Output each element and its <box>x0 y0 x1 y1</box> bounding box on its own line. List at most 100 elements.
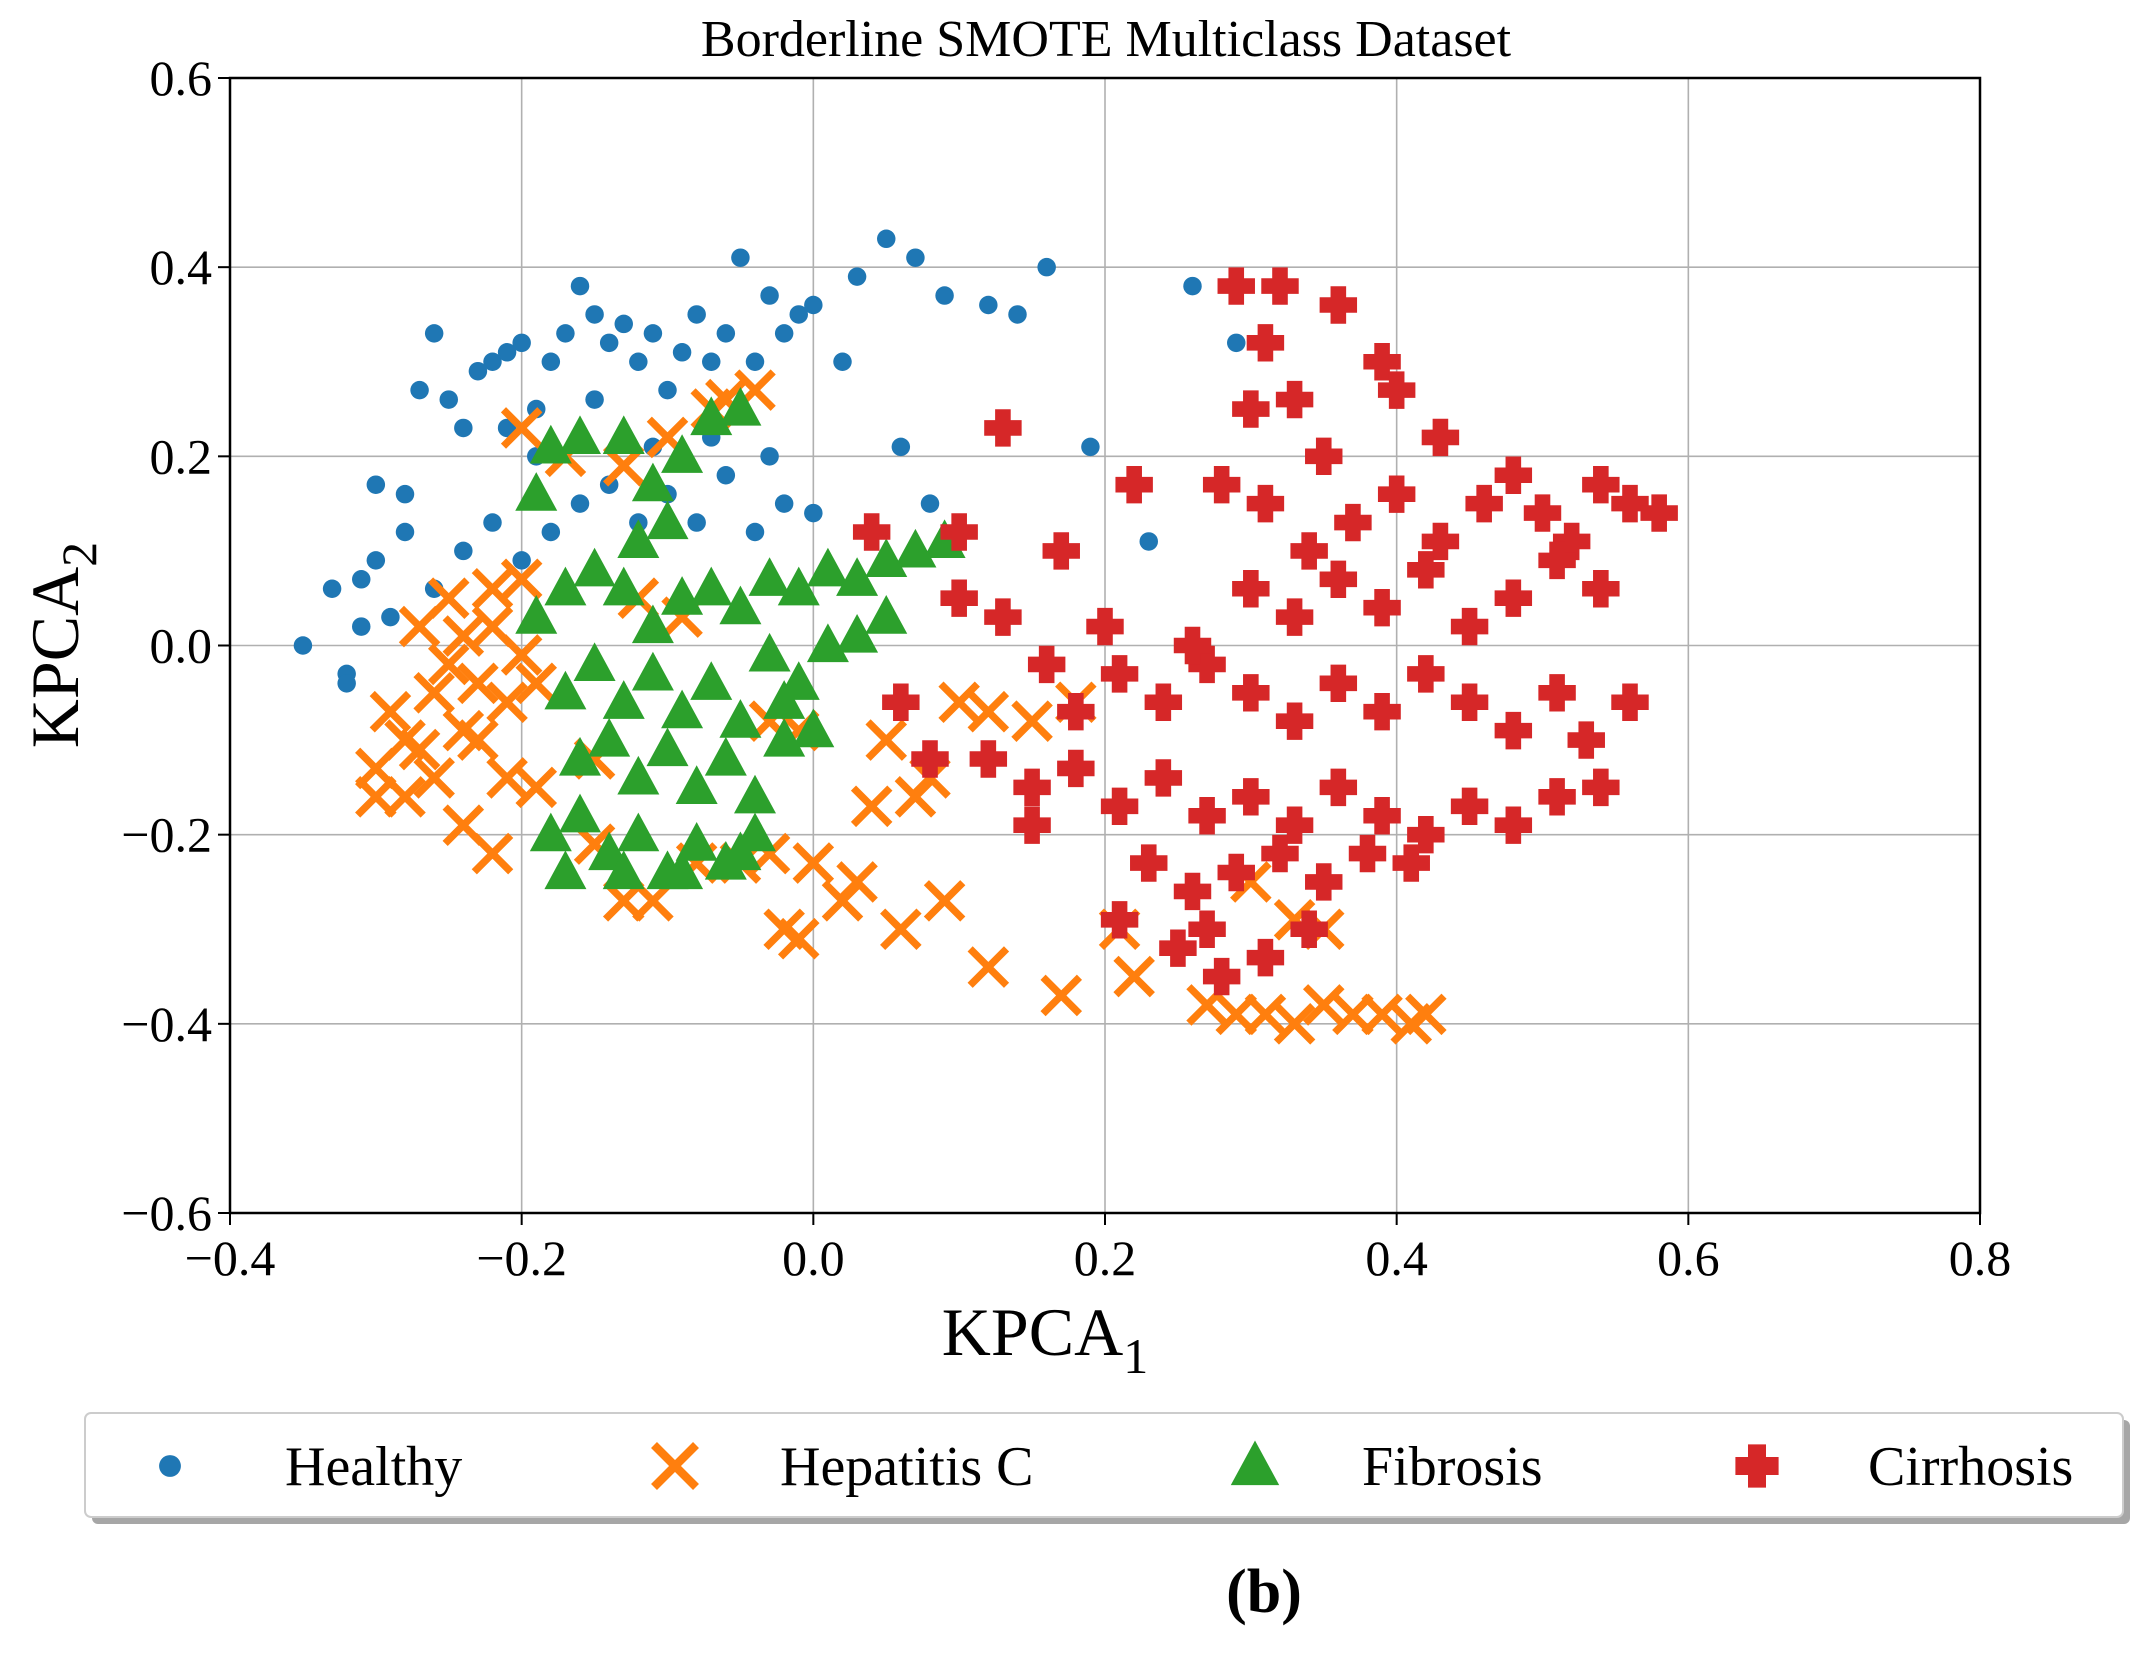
data-point <box>687 305 706 324</box>
legend-marker <box>1230 1440 1280 1486</box>
data-point <box>984 598 1022 636</box>
data-point <box>1363 692 1401 731</box>
y-axis-label-main: KPCA <box>17 567 93 748</box>
data-point <box>1173 626 1212 665</box>
data-point <box>1113 955 1155 998</box>
data-point <box>760 286 779 305</box>
legend-label: Healthy <box>285 1436 462 1498</box>
data-point <box>967 690 1010 733</box>
data-point <box>1319 664 1358 703</box>
data-point <box>1040 974 1083 1017</box>
data-point <box>852 513 891 551</box>
data-point <box>500 407 543 449</box>
data-point <box>602 680 645 719</box>
data-point <box>1275 806 1314 844</box>
y-axis-label: KPCA2 <box>17 542 107 748</box>
data-point <box>1244 993 1287 1036</box>
y-tick-label: 0.0 <box>150 618 213 674</box>
data-point <box>1305 863 1343 901</box>
data-point <box>1144 683 1183 721</box>
data-point <box>1013 806 1051 844</box>
data-point <box>911 740 949 778</box>
data-point <box>1011 700 1053 742</box>
data-point <box>617 755 660 795</box>
data-point <box>1465 484 1503 523</box>
legend-label: Cirrhosis <box>1868 1436 2073 1498</box>
data-point <box>1611 683 1649 721</box>
data-point <box>1275 702 1314 740</box>
data-point <box>395 484 415 504</box>
data-point <box>1130 844 1168 882</box>
data-point <box>1450 683 1489 721</box>
data-point <box>1173 872 1212 911</box>
data-point <box>891 437 911 457</box>
data-point <box>646 500 689 540</box>
data-point <box>1377 475 1416 513</box>
data-point <box>614 314 633 334</box>
data-point <box>1538 778 1576 816</box>
data-point <box>1348 834 1387 873</box>
data-point <box>1567 721 1605 759</box>
data-point <box>512 551 531 570</box>
data-point <box>322 579 342 598</box>
data-point <box>748 632 791 672</box>
data-point <box>923 880 966 922</box>
legend-item: Hepatitis C <box>651 1436 1034 1498</box>
data-point <box>658 380 677 400</box>
data-point <box>690 661 733 700</box>
data-point <box>716 466 736 485</box>
data-point <box>559 793 601 833</box>
data-point <box>1334 503 1372 542</box>
series-fibrosis <box>515 386 966 890</box>
data-point <box>969 740 1008 778</box>
data-point <box>882 683 920 721</box>
x-axis-label-main: KPCA <box>942 1294 1123 1370</box>
data-point <box>1188 645 1226 684</box>
data-point <box>702 352 721 371</box>
data-point <box>602 566 645 606</box>
data-point <box>1523 494 1562 532</box>
data-point <box>774 324 794 343</box>
data-point <box>1115 465 1153 504</box>
data-point <box>631 651 674 691</box>
data-point <box>731 248 750 267</box>
data-point <box>541 522 561 542</box>
data-point <box>833 352 852 371</box>
data-point <box>1275 598 1314 636</box>
legend-label: Hepatitis C <box>780 1436 1034 1498</box>
data-point <box>454 418 473 438</box>
data-point <box>675 765 718 804</box>
data-point <box>1188 797 1226 835</box>
data-point <box>1640 494 1678 532</box>
data-point <box>424 324 444 343</box>
grid-lines <box>229 77 1981 1214</box>
data-point <box>483 352 502 371</box>
data-point <box>413 757 455 799</box>
data-point <box>442 615 485 657</box>
data-point <box>1086 607 1124 646</box>
data-point <box>1494 456 1533 494</box>
data-point <box>1217 267 1255 305</box>
data-point <box>384 719 426 761</box>
data-point <box>454 541 473 561</box>
data-point <box>719 699 762 738</box>
data-point <box>588 717 631 757</box>
series-healthy <box>293 229 1246 693</box>
x-tick-label: 0.0 <box>782 1230 845 1286</box>
data-point <box>661 689 704 729</box>
y-tick-label: −0.4 <box>121 996 212 1052</box>
data-point <box>1319 286 1358 324</box>
data-point <box>1302 984 1345 1026</box>
data-points <box>293 229 1678 1045</box>
data-point <box>774 494 794 513</box>
data-point <box>935 286 954 305</box>
data-point <box>719 386 762 426</box>
data-point <box>920 494 940 513</box>
data-point <box>585 305 604 324</box>
data-point <box>1494 579 1533 617</box>
data-point <box>1494 711 1533 750</box>
data-point <box>573 547 616 587</box>
y-tick-label: 0.2 <box>150 428 213 484</box>
data-point <box>1275 380 1314 419</box>
data-point <box>836 861 878 903</box>
